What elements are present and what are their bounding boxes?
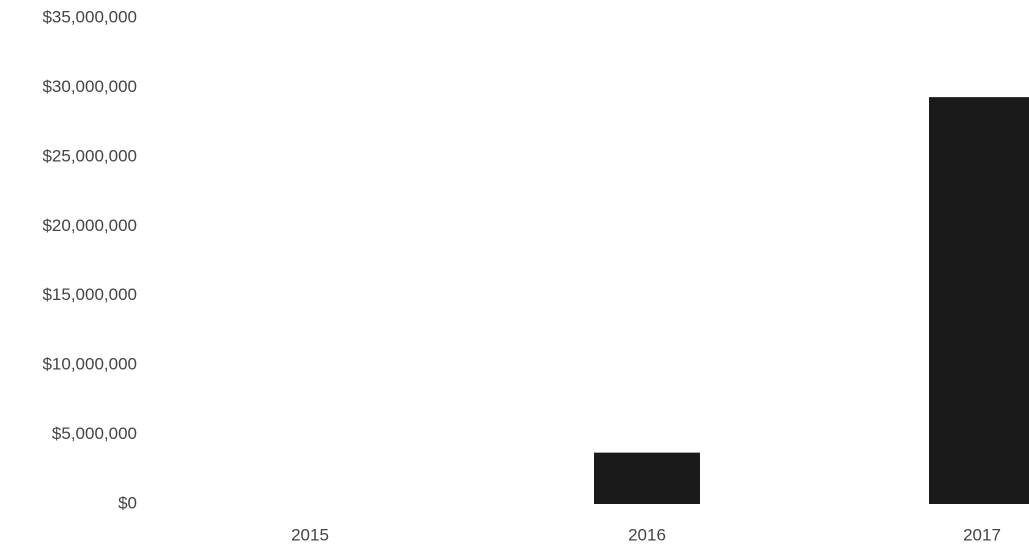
bars	[594, 97, 1029, 505]
y-tick-label: $10,000,000	[42, 355, 137, 374]
x-axis: 2015 2016 2017	[291, 525, 1001, 544]
y-tick-label: $20,000,000	[42, 216, 137, 235]
y-tick-label: $35,000,000	[42, 7, 137, 26]
y-tick-label: $15,000,000	[42, 285, 137, 304]
x-tick-label: 2015	[291, 525, 329, 544]
y-axis: $0 $5,000,000 $10,000,000 $15,000,000 $20,00…	[42, 7, 137, 512]
y-tick-label: $30,000,000	[42, 77, 137, 96]
bar-2017	[929, 97, 1029, 505]
x-tick-label: 2017	[963, 525, 1001, 544]
bar-2016	[594, 452, 700, 504]
y-tick-label: $0	[118, 493, 137, 512]
y-tick-label: $5,000,000	[52, 424, 137, 443]
y-tick-label: $25,000,000	[42, 146, 137, 165]
x-tick-label: 2016	[628, 525, 666, 544]
